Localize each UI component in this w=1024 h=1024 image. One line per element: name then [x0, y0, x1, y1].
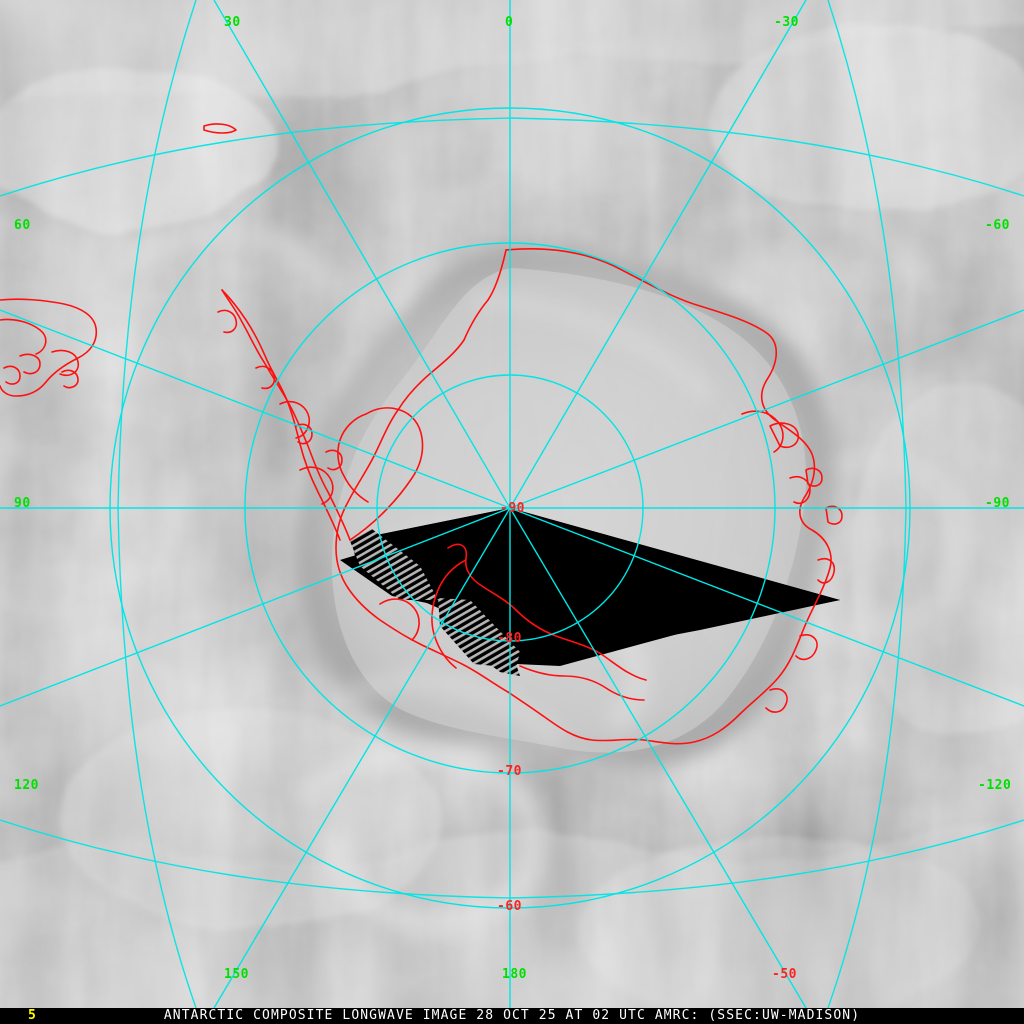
- cyclone-spirals: [112, 198, 974, 935]
- caption-bar: 5 ANTARCTIC COMPOSITE LONGWAVE IMAGE 28 …: [0, 1008, 1024, 1024]
- caption-text: ANTARCTIC COMPOSITE LONGWAVE IMAGE 28 OC…: [163, 1008, 861, 1023]
- coastlines: [0, 123, 843, 745]
- data-gap-wedge: [340, 508, 840, 676]
- corner-number: 5: [28, 1008, 36, 1023]
- data-gap-hatch-edges: [350, 529, 520, 676]
